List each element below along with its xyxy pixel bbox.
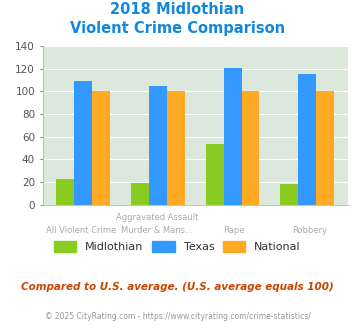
Bar [298, 75, 316, 205]
Bar [206, 144, 224, 205]
Text: Violent Crime Comparison: Violent Crime Comparison [70, 21, 285, 36]
Bar [167, 91, 185, 205]
Bar [316, 91, 334, 205]
Bar [75, 81, 92, 205]
Text: Aggravated Assault: Aggravated Assault [116, 213, 198, 222]
Text: Robbery: Robbery [292, 226, 327, 235]
Text: Rape: Rape [223, 226, 244, 235]
Text: Compared to U.S. average. (U.S. average equals 100): Compared to U.S. average. (U.S. average … [21, 282, 334, 292]
Text: © 2025 CityRating.com - https://www.cityrating.com/crime-statistics/: © 2025 CityRating.com - https://www.city… [45, 312, 310, 321]
Bar [131, 183, 149, 205]
Text: 2018 Midlothian: 2018 Midlothian [110, 2, 245, 16]
Text: Murder & Mans...: Murder & Mans... [121, 226, 193, 235]
Bar [56, 179, 75, 205]
Bar [241, 91, 260, 205]
Bar [149, 86, 167, 205]
Legend: Midlothian, Texas, National: Midlothian, Texas, National [50, 237, 305, 256]
Bar [224, 68, 241, 205]
Text: All Violent Crime: All Violent Crime [46, 226, 116, 235]
Bar [280, 184, 298, 205]
Bar [92, 91, 110, 205]
